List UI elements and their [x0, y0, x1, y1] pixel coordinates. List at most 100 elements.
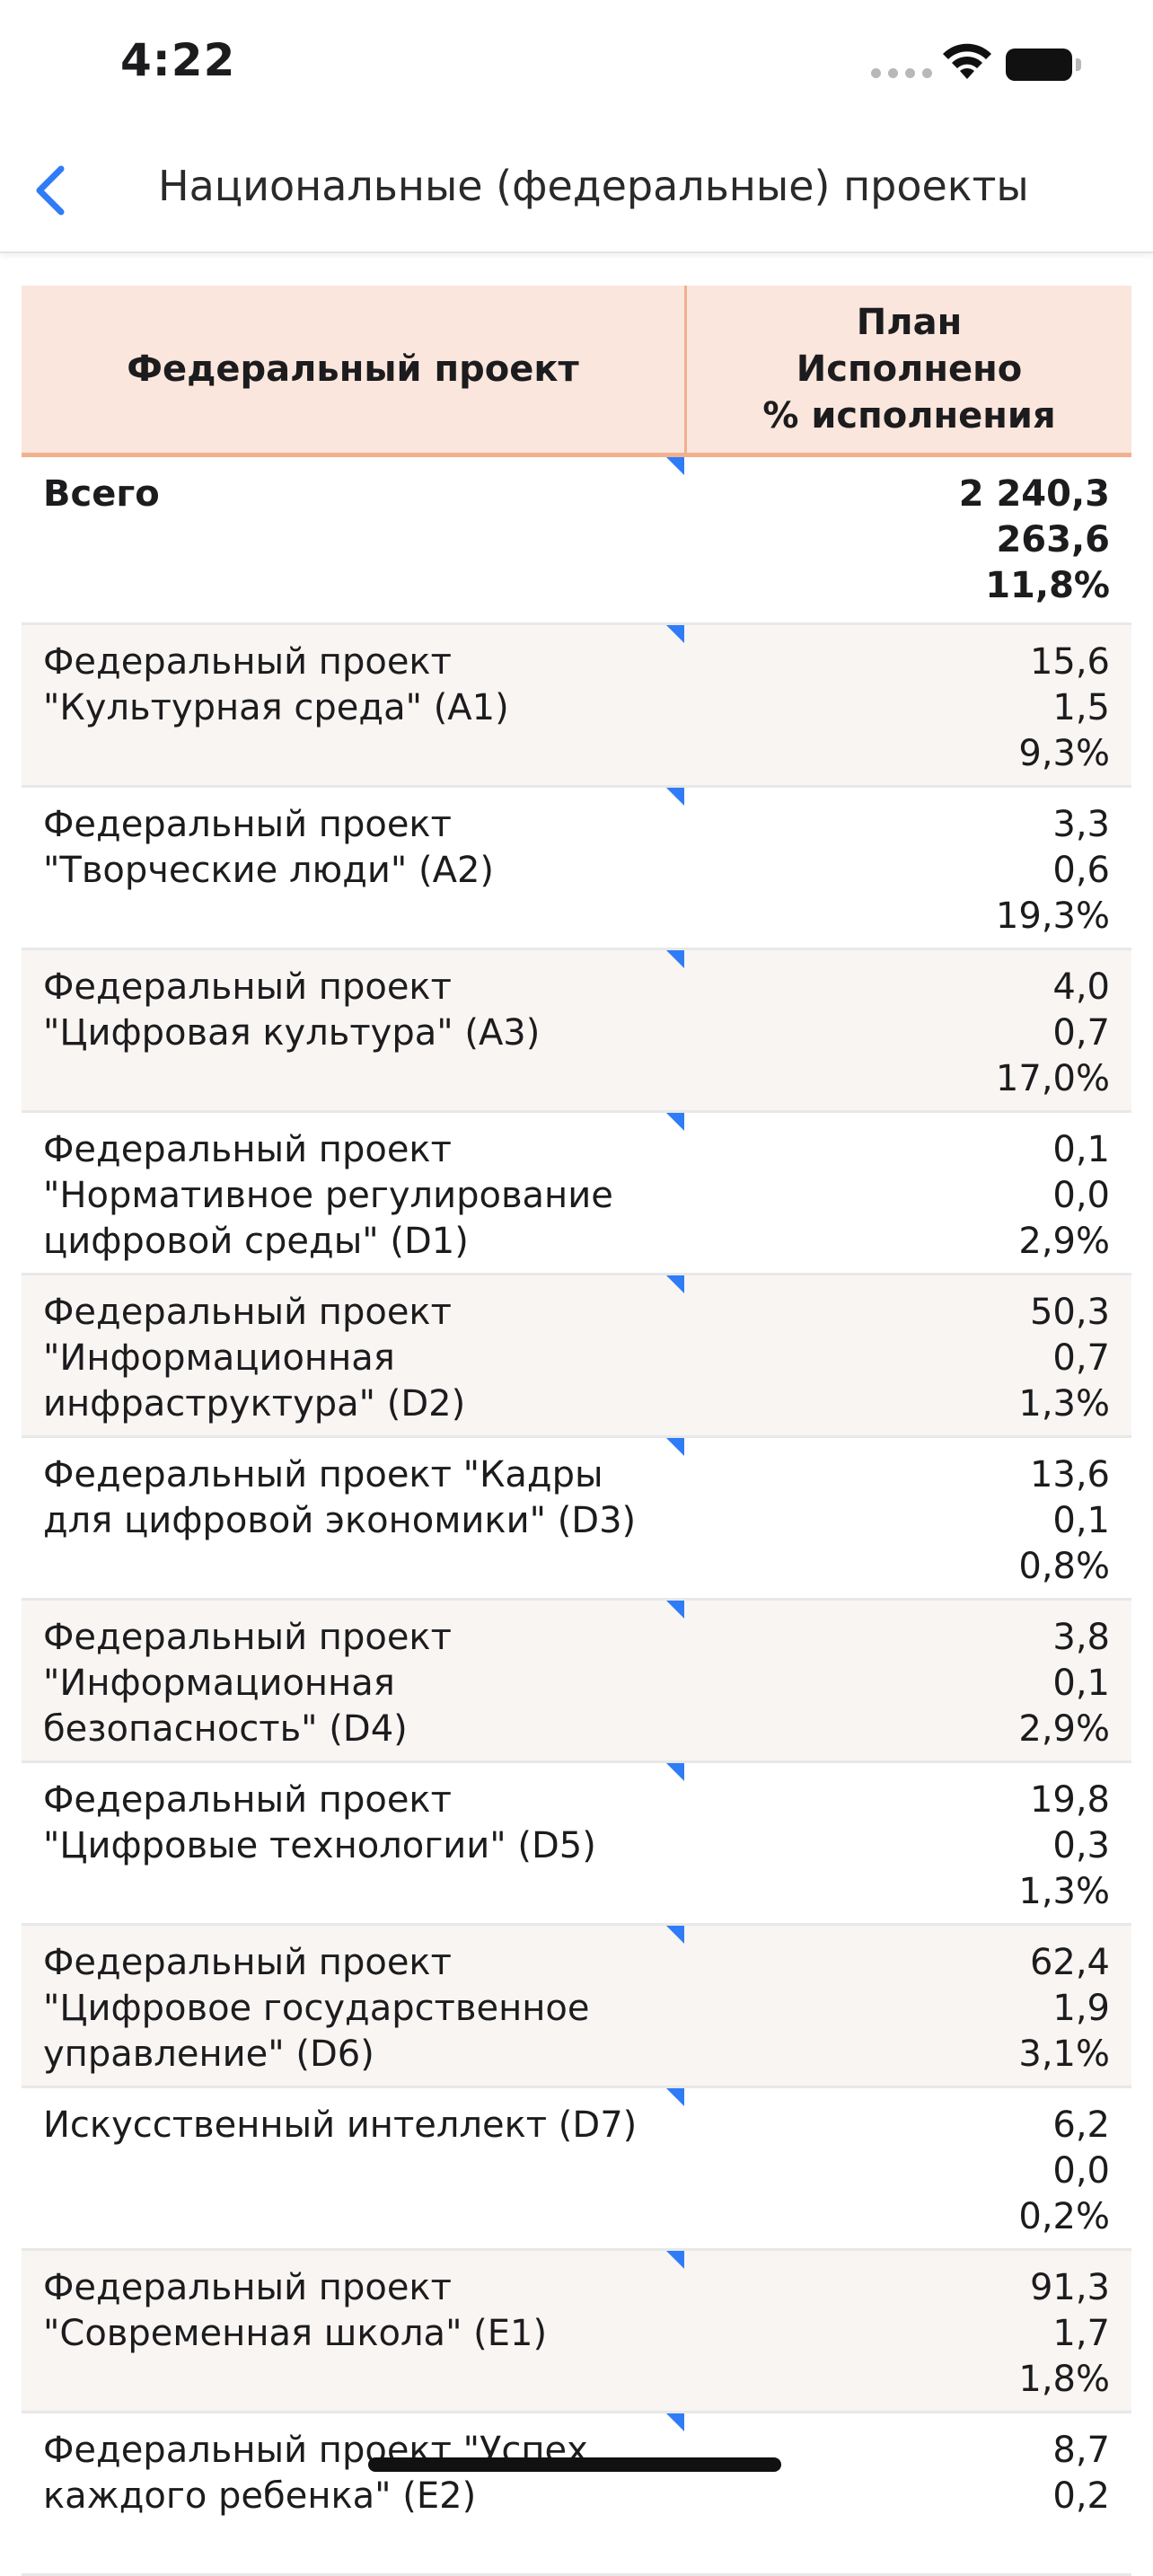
row-plan: 8,7 — [1052, 2430, 1110, 2471]
row-name-text: Федеральный проект "Цифровое государстве… — [43, 1942, 590, 2075]
table-row[interactable]: Федеральный проект "Кадры для цифровой э… — [22, 1438, 1131, 1601]
row-done: 0,1 — [1052, 1500, 1110, 1541]
table-row[interactable]: Федеральный проект "Информационная инфра… — [22, 1275, 1131, 1438]
row-name: Федеральный проект "Культурная среда" (А… — [22, 625, 684, 785]
row-detail-marker — [666, 457, 684, 475]
row-values: 6,2 0,0 0,2% — [684, 2088, 1131, 2248]
row-detail-marker — [666, 1601, 684, 1619]
row-done: 1,9 — [1052, 1988, 1110, 2029]
table-row[interactable]: Федеральный проект "Нормативное регулиро… — [22, 1113, 1131, 1275]
row-plan: 13,6 — [1029, 1454, 1110, 1495]
row-name: Федеральный проект "Кадры для цифровой э… — [22, 1438, 684, 1598]
table-row[interactable]: Федеральный проект "Цифровое государстве… — [22, 1926, 1131, 2088]
row-name-text: Федеральный проект "Нормативное регулиро… — [43, 1129, 613, 1262]
row-done: 0,7 — [1052, 1337, 1110, 1379]
row-plan: 91,3 — [1029, 2267, 1110, 2308]
row-done: 0,2 — [1052, 2475, 1110, 2517]
row-name-text: Всего — [43, 473, 160, 515]
row-values: 13,6 0,1 0,8% — [684, 1438, 1131, 1598]
row-detail-marker — [666, 1763, 684, 1781]
row-name: Федеральный проект "Информационная инфра… — [22, 1275, 684, 1435]
row-detail-marker — [666, 1926, 684, 1944]
table-row[interactable]: Федеральный проект "Цифровая культура" (… — [22, 950, 1131, 1113]
row-percent: 2,9% — [1018, 1708, 1110, 1750]
column-header-plan: План — [856, 302, 963, 343]
row-done: 0,6 — [1052, 850, 1110, 891]
row-percent: 2,9% — [1018, 1221, 1110, 1262]
row-done: 0,0 — [1052, 2150, 1110, 2192]
row-values: 4,0 0,7 17,0% — [684, 950, 1131, 1110]
row-name: Всего — [22, 457, 684, 622]
row-percent: 11,8% — [985, 565, 1110, 606]
row-name-text: Федеральный проект "Цифровые технологии"… — [43, 1779, 596, 1866]
row-values: 15,6 1,5 9,3% — [684, 625, 1131, 785]
row-plan: 15,6 — [1029, 641, 1110, 683]
row-name: Федеральный проект "Цифровое государстве… — [22, 1926, 684, 2086]
row-plan: 3,3 — [1052, 804, 1110, 845]
row-name-text: Федеральный проект "Информационная инфра… — [43, 1292, 466, 1425]
table-row[interactable]: Федеральный проект "Современная школа" (… — [22, 2251, 1131, 2413]
row-name-text: Федеральный проект "Кадры для цифровой э… — [43, 1454, 637, 1541]
table-header: Федеральный проект План Исполнено % испо… — [22, 286, 1131, 457]
row-name-text: Федеральный проект "Творческие люди" (А2… — [43, 804, 495, 891]
row-percent: 1,3% — [1018, 1871, 1110, 1912]
table-row-total[interactable]: Всего 2 240,3 263,6 11,8% — [22, 457, 1131, 625]
row-detail-marker — [666, 2251, 684, 2269]
row-values: 3,8 0,1 2,9% — [684, 1601, 1131, 1760]
row-values: 62,4 1,9 3,1% — [684, 1926, 1131, 2086]
row-name: Федеральный проект "Информационная безоп… — [22, 1601, 684, 1760]
row-done: 1,7 — [1052, 2313, 1110, 2354]
row-done: 1,5 — [1052, 687, 1110, 728]
row-name: Федеральный проект "Успех каждого ребенк… — [22, 2413, 684, 2573]
home-indicator — [368, 2457, 781, 2472]
row-detail-marker — [666, 1438, 684, 1456]
row-name: Федеральный проект "Творческие люди" (А2… — [22, 788, 684, 948]
row-name-text: Федеральный проект "Культурная среда" (А… — [43, 641, 509, 728]
row-done: 0,7 — [1052, 1012, 1110, 1054]
row-values: 3,3 0,6 19,3% — [684, 788, 1131, 948]
wifi-icon — [943, 43, 991, 79]
row-detail-marker — [666, 625, 684, 643]
row-name-text: Федеральный проект "Успех каждого ребенк… — [43, 2430, 588, 2517]
row-name: Федеральный проект "Цифровая культура" (… — [22, 950, 684, 1110]
row-detail-marker — [666, 2088, 684, 2106]
row-detail-marker — [666, 788, 684, 806]
row-done: 0,3 — [1052, 1825, 1110, 1866]
row-detail-marker — [666, 1113, 684, 1131]
column-header-done: Исполнено — [796, 348, 1023, 390]
row-values: 2 240,3 263,6 11,8% — [684, 457, 1131, 622]
row-plan: 50,3 — [1029, 1292, 1110, 1333]
chevron-left-icon — [36, 165, 65, 216]
row-percent: 1,3% — [1018, 1383, 1110, 1425]
battery-cap — [1076, 58, 1081, 71]
row-plan: 4,0 — [1052, 966, 1110, 1008]
row-percent: 17,0% — [995, 1058, 1110, 1099]
row-done: 0,1 — [1052, 1663, 1110, 1704]
row-name-text: Федеральный проект "Современная школа" (… — [43, 2267, 548, 2354]
row-name-text: Федеральный проект "Информационная безоп… — [43, 1617, 452, 1750]
table-row[interactable]: Федеральный проект "Культурная среда" (А… — [22, 625, 1131, 788]
page-title: Национальные (федеральные) проекты — [158, 162, 1029, 210]
table-row[interactable]: Федеральный проект "Информационная безоп… — [22, 1601, 1131, 1763]
row-plan: 3,8 — [1052, 1617, 1110, 1658]
back-button[interactable] — [20, 151, 92, 226]
row-plan: 6,2 — [1052, 2104, 1110, 2146]
row-plan: 62,4 — [1029, 1942, 1110, 1983]
row-percent: 19,3% — [995, 895, 1110, 937]
column-header-percent: % исполнения — [762, 395, 1056, 437]
row-percent: 9,3% — [1018, 733, 1110, 774]
status-time: 4:22 — [120, 34, 236, 86]
row-detail-marker — [666, 950, 684, 968]
row-values: 8,7 0,2 — [684, 2413, 1131, 2573]
row-name-text: Федеральный проект "Цифровая культура" (… — [43, 966, 541, 1054]
row-name-text: Искусственный интеллект (D7) — [43, 2104, 638, 2146]
table-row[interactable]: Федеральный проект "Творческие люди" (А2… — [22, 788, 1131, 950]
row-values: 0,1 0,0 2,9% — [684, 1113, 1131, 1273]
table-row[interactable]: Искусственный интеллект (D7) 6,2 0,0 0,2% — [22, 2088, 1131, 2251]
table-row[interactable]: Федеральный проект "Цифровые технологии"… — [22, 1763, 1131, 1926]
row-name: Федеральный проект "Цифровые технологии"… — [22, 1763, 684, 1923]
row-name: Федеральный проект "Современная школа" (… — [22, 2251, 684, 2411]
battery-icon — [1006, 49, 1072, 81]
row-plan: 19,8 — [1029, 1779, 1110, 1821]
column-header-values: План Исполнено % исполнения — [687, 286, 1131, 453]
